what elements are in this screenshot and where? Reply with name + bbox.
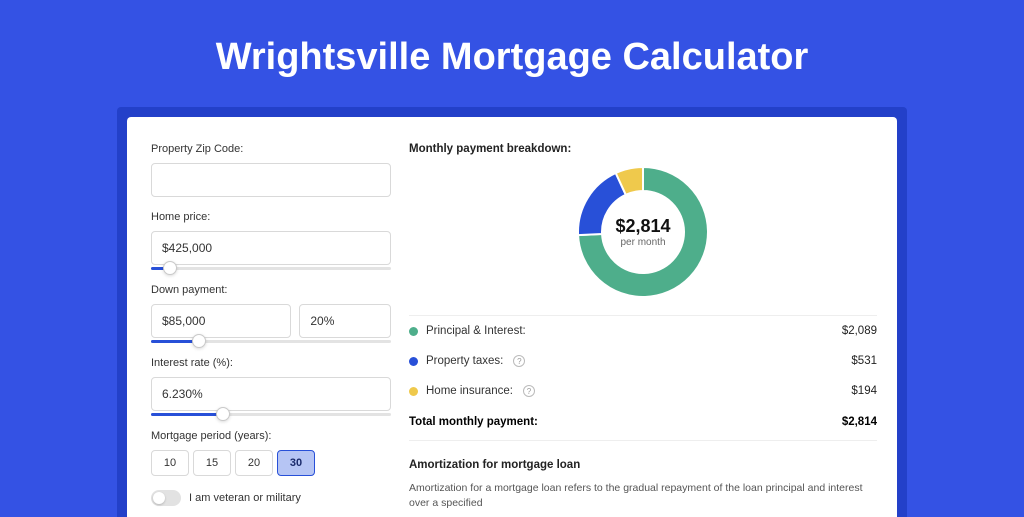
- down-payment-slider[interactable]: [151, 340, 391, 343]
- legend-dot-icon: [409, 357, 418, 366]
- calculator-panel: Property Zip Code: Home price: Down paym…: [127, 117, 897, 517]
- down-payment-field: Down payment:: [151, 284, 391, 343]
- down-payment-amount-input[interactable]: [151, 304, 291, 338]
- legend-label: Principal & Interest:: [426, 325, 526, 337]
- legend-value: $531: [851, 355, 877, 367]
- amortization-body: Amortization for a mortgage loan refers …: [409, 481, 877, 510]
- mortgage-period-label: Mortgage period (years):: [151, 430, 391, 442]
- help-icon[interactable]: ?: [513, 355, 525, 367]
- legend-row-0: Principal & Interest: $2,089: [409, 316, 877, 346]
- legend: Principal & Interest: $2,089 Property taxe…: [409, 316, 877, 406]
- interest-rate-field: Interest rate (%):: [151, 357, 391, 416]
- legend-dot-icon: [409, 387, 418, 396]
- down-payment-label: Down payment:: [151, 284, 391, 296]
- donut-center: $2,814 per month: [578, 167, 708, 297]
- veteran-toggle-knob: [153, 492, 165, 504]
- mortgage-period-field: Mortgage period (years): 10152030: [151, 430, 391, 476]
- zip-input[interactable]: [151, 163, 391, 197]
- period-option-30[interactable]: 30: [277, 450, 315, 476]
- zip-field: Property Zip Code:: [151, 143, 391, 197]
- period-option-10[interactable]: 10: [151, 450, 189, 476]
- home-price-slider-thumb[interactable]: [163, 261, 177, 275]
- legend-value: $2,089: [842, 325, 877, 337]
- total-label: Total monthly payment:: [409, 416, 538, 428]
- interest-rate-label: Interest rate (%):: [151, 357, 391, 369]
- interest-rate-input[interactable]: [151, 377, 391, 411]
- calculator-frame: Property Zip Code: Home price: Down paym…: [117, 107, 907, 517]
- zip-label: Property Zip Code:: [151, 143, 391, 155]
- mortgage-period-options: 10152030: [151, 450, 391, 476]
- donut-chart-wrap: $2,814 per month: [409, 167, 877, 297]
- total-value: $2,814: [842, 416, 877, 428]
- donut-chart: $2,814 per month: [578, 167, 708, 297]
- period-option-20[interactable]: 20: [235, 450, 273, 476]
- home-price-label: Home price:: [151, 211, 391, 223]
- legend-label: Home insurance:: [426, 385, 513, 397]
- legend-label: Property taxes:: [426, 355, 503, 367]
- donut-center-sub: per month: [620, 237, 665, 248]
- interest-rate-slider-thumb[interactable]: [216, 407, 230, 421]
- legend-dot-icon: [409, 327, 418, 336]
- period-option-15[interactable]: 15: [193, 450, 231, 476]
- legend-row-2: Home insurance:? $194: [409, 376, 877, 406]
- home-price-slider[interactable]: [151, 267, 391, 270]
- breakdown-column: Monthly payment breakdown: $2,814 per mo…: [409, 143, 877, 517]
- interest-rate-slider[interactable]: [151, 413, 391, 416]
- inputs-column: Property Zip Code: Home price: Down paym…: [151, 143, 391, 517]
- breakdown-heading: Monthly payment breakdown:: [409, 143, 877, 155]
- amortization-heading: Amortization for mortgage loan: [409, 459, 877, 471]
- down-payment-percent-input[interactable]: [299, 304, 391, 338]
- help-icon[interactable]: ?: [523, 385, 535, 397]
- down-payment-slider-thumb[interactable]: [192, 334, 206, 348]
- home-price-field: Home price:: [151, 211, 391, 270]
- total-row: Total monthly payment: $2,814: [409, 406, 877, 441]
- veteran-row: I am veteran or military: [151, 490, 391, 506]
- veteran-toggle[interactable]: [151, 490, 181, 506]
- page-title: Wrightsville Mortgage Calculator: [0, 36, 1024, 79]
- legend-value: $194: [851, 385, 877, 397]
- legend-row-1: Property taxes:? $531: [409, 346, 877, 376]
- home-price-input[interactable]: [151, 231, 391, 265]
- veteran-label: I am veteran or military: [189, 492, 301, 504]
- donut-center-value: $2,814: [615, 216, 670, 237]
